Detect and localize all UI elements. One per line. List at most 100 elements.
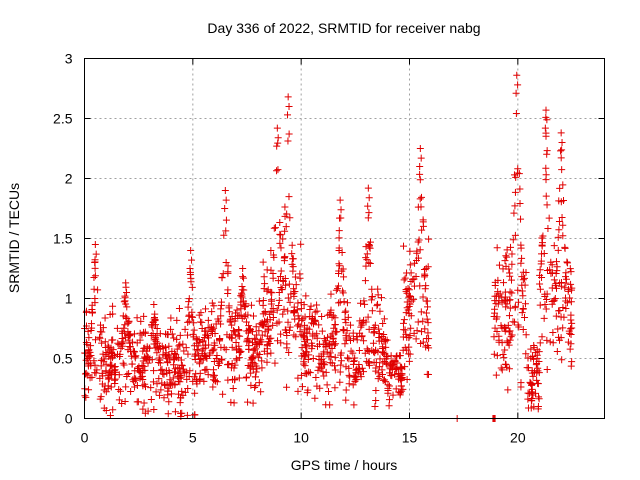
data-point <box>102 360 110 368</box>
data-point <box>512 173 520 181</box>
data-point <box>147 384 155 392</box>
data-point <box>267 334 275 342</box>
data-point <box>410 275 418 283</box>
data-point <box>276 230 284 238</box>
data-point <box>285 193 293 201</box>
data-point <box>559 181 567 189</box>
data-point <box>391 357 399 365</box>
data-point <box>416 170 424 178</box>
data-point <box>505 365 513 373</box>
data-point <box>511 302 519 310</box>
data-point <box>554 233 562 241</box>
data-point <box>160 370 168 378</box>
data-point <box>361 300 369 308</box>
data-point <box>498 366 506 374</box>
data-point <box>425 335 433 343</box>
data-point <box>222 196 230 204</box>
data-point <box>116 387 124 395</box>
data-point <box>513 71 521 79</box>
data-point <box>275 302 283 310</box>
data-point <box>502 303 510 311</box>
data-point <box>342 319 350 327</box>
data-point <box>499 351 507 359</box>
data-point <box>184 303 192 311</box>
data-point <box>385 402 393 410</box>
data-point <box>135 364 143 372</box>
data-point <box>156 356 164 364</box>
data-point <box>107 348 115 356</box>
data-point <box>568 358 576 366</box>
data-point <box>350 401 358 409</box>
data-point <box>187 247 195 254</box>
data-point <box>276 218 284 226</box>
data-point <box>491 309 499 317</box>
data-point <box>85 334 93 342</box>
data-point <box>558 213 566 221</box>
data-point <box>542 106 550 114</box>
data-point <box>542 305 550 313</box>
data-point <box>268 297 276 305</box>
data-point <box>267 247 275 255</box>
data-point <box>503 297 511 305</box>
data-point <box>557 147 565 155</box>
data-point <box>511 231 519 239</box>
data-point <box>561 273 569 281</box>
data-point <box>330 324 338 332</box>
data-point <box>164 410 172 418</box>
data-point <box>162 367 170 375</box>
data-point <box>211 330 219 338</box>
data-point <box>371 321 379 329</box>
data-point <box>280 254 288 262</box>
data-point <box>388 366 396 374</box>
data-point <box>90 357 98 365</box>
data-point <box>405 310 413 318</box>
data-point <box>118 399 126 407</box>
x-tick-label: 20 <box>510 430 526 446</box>
data-point <box>124 328 132 336</box>
data-point <box>152 335 160 343</box>
data-point <box>168 330 176 338</box>
data-point <box>346 373 354 381</box>
data-point <box>318 327 326 335</box>
data-point <box>243 338 251 346</box>
data-point <box>233 356 241 364</box>
data-point <box>190 326 198 334</box>
data-point <box>342 396 350 404</box>
data-point <box>118 329 126 337</box>
data-point <box>405 303 413 311</box>
data-point <box>96 374 104 382</box>
data-point <box>100 404 108 412</box>
data-point <box>91 361 99 369</box>
data-point <box>269 308 277 316</box>
data-point <box>195 358 203 366</box>
data-point <box>91 336 99 344</box>
data-point <box>555 307 563 315</box>
data-point <box>281 326 289 334</box>
data-point <box>240 274 248 282</box>
data-point <box>378 332 386 340</box>
data-point <box>175 342 183 350</box>
y-tick-label: 0 <box>65 411 73 427</box>
data-point <box>228 321 236 329</box>
data-point <box>190 373 198 381</box>
data-point <box>414 318 422 326</box>
data-point <box>363 250 371 258</box>
data-point <box>379 319 387 327</box>
data-point <box>495 261 503 269</box>
y-tick-label: 1 <box>65 291 73 307</box>
data-point <box>292 281 300 289</box>
data-point <box>121 321 129 329</box>
data-point <box>278 286 286 294</box>
data-point <box>164 331 172 339</box>
data-point <box>541 124 549 132</box>
data-point <box>199 337 207 345</box>
data-point <box>508 276 516 284</box>
data-point <box>199 356 207 364</box>
data-point <box>265 335 273 343</box>
data-point <box>548 297 556 305</box>
data-point <box>165 342 173 350</box>
data-point <box>519 276 527 284</box>
data-point <box>311 317 319 325</box>
data-point <box>228 331 236 339</box>
data-point <box>398 373 406 381</box>
